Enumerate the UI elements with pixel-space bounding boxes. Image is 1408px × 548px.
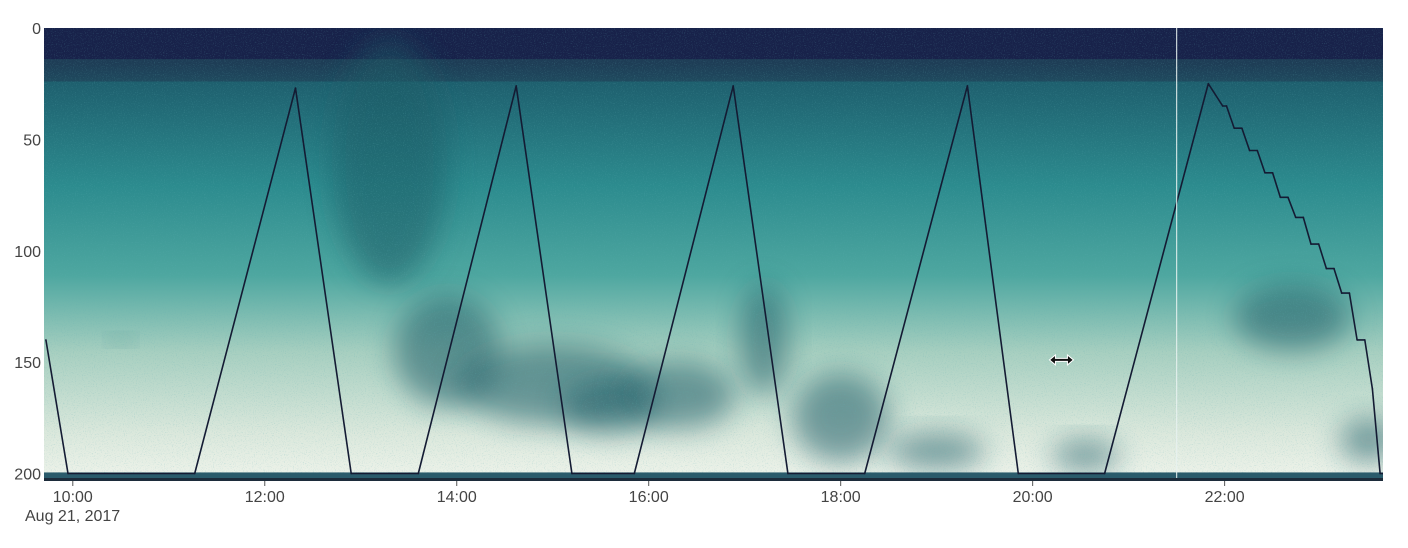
track-point-30 bbox=[1325, 267, 1328, 270]
track-point-24 bbox=[1279, 196, 1282, 199]
x-tick-label-5: 20:00 bbox=[1013, 489, 1053, 506]
track-point-26 bbox=[1294, 216, 1297, 219]
track-point-29 bbox=[1317, 243, 1320, 245]
y-tick-label-0: 0 bbox=[32, 21, 41, 38]
track-point-6 bbox=[515, 85, 518, 87]
plot-area[interactable] bbox=[44, 28, 1397, 478]
x-tick-label-3: 16:00 bbox=[629, 489, 669, 506]
track-point-22 bbox=[1264, 172, 1266, 174]
plot-clip-group bbox=[44, 28, 1383, 478]
y-tick-label-1: 50 bbox=[23, 132, 41, 149]
track-point-28 bbox=[1310, 243, 1312, 245]
y-tick-label-3: 150 bbox=[14, 355, 41, 372]
track-point-4 bbox=[350, 472, 352, 475]
track-point-13 bbox=[1017, 472, 1020, 475]
track-point-2 bbox=[193, 472, 196, 475]
axes: 10:00 12:00 14:00 16:00 18:00 20:00 22:00 0 50 10… bbox=[14, 21, 1383, 506]
track-point-35 bbox=[1363, 339, 1366, 341]
track-point-11 bbox=[863, 472, 866, 475]
track-point-32 bbox=[1340, 292, 1343, 294]
seafloor-line bbox=[44, 472, 1383, 478]
x-tick-label-0: 10:00 bbox=[53, 489, 93, 506]
track-point-10 bbox=[787, 472, 789, 475]
track-point-19 bbox=[1241, 127, 1243, 130]
y-tick-label-2: 100 bbox=[14, 244, 41, 261]
track-point-1 bbox=[67, 472, 69, 475]
track-point-14 bbox=[1103, 472, 1106, 475]
track-point-9 bbox=[732, 85, 734, 87]
x-tick-label-2: 14:00 bbox=[437, 489, 477, 506]
track-point-5 bbox=[417, 472, 420, 475]
track-point-21 bbox=[1256, 149, 1259, 152]
track-point-16 bbox=[1221, 105, 1224, 107]
track-point-20 bbox=[1248, 149, 1251, 152]
track-point-38 bbox=[1382, 472, 1383, 475]
x-tick-label-6: 22:00 bbox=[1205, 489, 1245, 506]
track-point-33 bbox=[1348, 292, 1351, 294]
track-point-37 bbox=[1379, 472, 1381, 475]
pointer-arrow-shape bbox=[1048, 353, 1075, 366]
track-point-8 bbox=[633, 472, 636, 475]
track-point-18 bbox=[1233, 127, 1236, 130]
track-point-17 bbox=[1225, 105, 1228, 107]
track-point-15 bbox=[1207, 82, 1210, 85]
x-tick-label-4: 18:00 bbox=[821, 489, 861, 506]
track-point-7 bbox=[571, 472, 573, 475]
track-point-34 bbox=[1356, 339, 1358, 341]
track-point-36 bbox=[1371, 388, 1374, 390]
date-label: Aug 21, 2017 bbox=[25, 508, 121, 525]
track-point-23 bbox=[1271, 172, 1274, 174]
track-point-0 bbox=[45, 339, 47, 341]
track-point-31 bbox=[1333, 267, 1335, 270]
pointer-resize-icon bbox=[1048, 353, 1075, 366]
track-point-12 bbox=[966, 85, 969, 87]
track-point-27 bbox=[1302, 216, 1305, 219]
y-tick-label-4: 200 bbox=[14, 467, 41, 484]
x-tick-label-1: 12:00 bbox=[245, 489, 285, 506]
grain-texture bbox=[44, 28, 1383, 478]
track-point-25 bbox=[1287, 196, 1289, 199]
track-point-3 bbox=[294, 87, 297, 89]
